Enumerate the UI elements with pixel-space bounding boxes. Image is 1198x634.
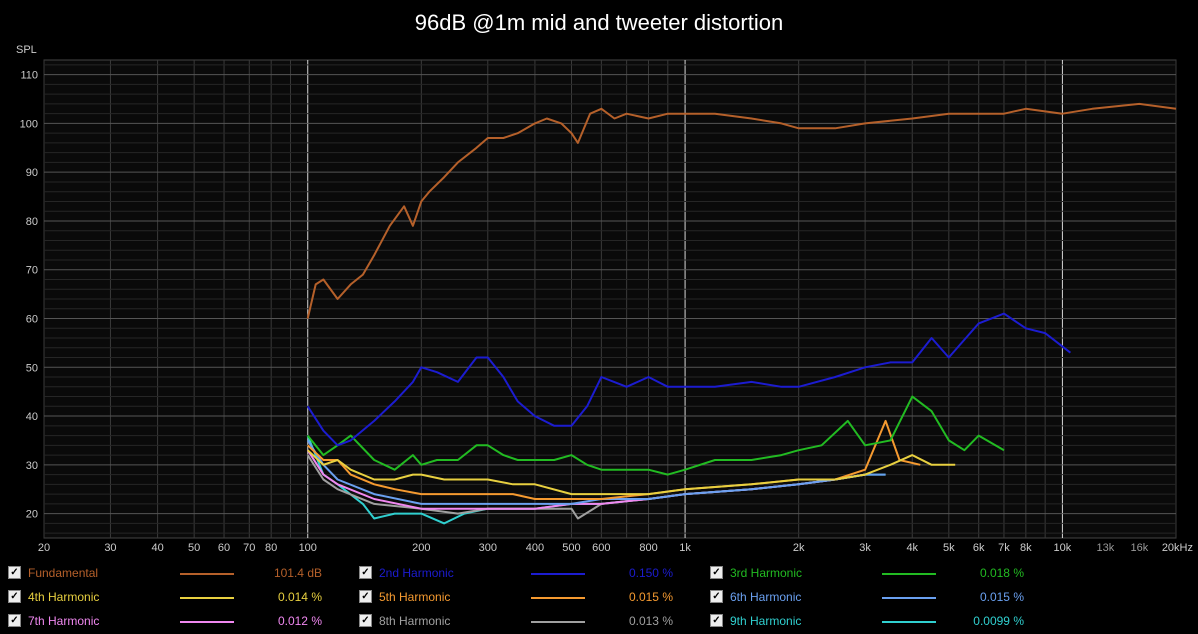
y-tick-label: 30 xyxy=(26,460,38,472)
checkbox-icon[interactable]: ✓ xyxy=(710,614,723,627)
legend-swatch xyxy=(882,621,936,623)
checkbox-icon[interactable]: ✓ xyxy=(8,614,21,627)
legend-value: 0.0099 % xyxy=(973,614,1024,628)
y-tick-label: 60 xyxy=(26,314,38,326)
x-tick-label: 4k xyxy=(906,542,918,554)
legend-value: 0.015 % xyxy=(628,590,673,604)
y-tick-label: 40 xyxy=(26,411,38,423)
x-tick-label: 20 xyxy=(38,542,50,554)
chart-area: 96dB @1m mid and tweeter distortion SPL … xyxy=(16,10,1193,554)
x-tick-label: 60 xyxy=(218,542,230,554)
legend-value: 0.018 % xyxy=(979,566,1024,580)
legend-label: 6th Harmonic xyxy=(730,590,802,604)
legend-swatch xyxy=(531,573,585,575)
legend-swatch xyxy=(180,573,234,575)
x-tick-label: 2k xyxy=(793,542,805,554)
y-tick-label: 100 xyxy=(20,118,38,130)
legend-item-8th-harmonic[interactable]: ✓ 8th Harmonic 0.013 % xyxy=(359,610,689,632)
legend-value: 0.150 % xyxy=(628,566,673,580)
x-tick-label: 40 xyxy=(151,542,163,554)
legend-label: 9th Harmonic xyxy=(730,614,802,628)
checkbox-icon[interactable]: ✓ xyxy=(710,566,723,579)
x-tick-label: 50 xyxy=(188,542,200,554)
legend-item-9th-harmonic[interactable]: ✓ 9th Harmonic 0.0099 % xyxy=(710,610,1040,632)
legend-swatch xyxy=(531,597,585,599)
legend-item-6th-harmonic[interactable]: ✓ 6th Harmonic 0.015 % xyxy=(710,586,1040,608)
x-tick-label: 500 xyxy=(562,542,580,554)
series-6th-harmonic xyxy=(306,439,886,505)
series-3rd-harmonic xyxy=(306,395,1005,476)
legend: ✓ Fundamental 101.4 dB ✓ 2nd Harmonic 0.150 %… xyxy=(0,560,1198,634)
legend-swatch xyxy=(180,597,234,599)
x-tick-label: 10k xyxy=(1054,542,1072,554)
legend-label: Fundamental xyxy=(28,566,99,580)
legend-item-4th-harmonic[interactable]: ✓ 4th Harmonic 0.014 % xyxy=(8,586,338,608)
legend-label: 8th Harmonic xyxy=(379,614,451,628)
legend-value: 101.4 dB xyxy=(273,566,322,580)
x-tick-label: 100 xyxy=(299,542,317,554)
y-tick-label: 110 xyxy=(20,70,38,82)
y-tick-label: 20 xyxy=(26,509,38,521)
checkbox-icon[interactable]: ✓ xyxy=(359,590,372,603)
series-5th-harmonic xyxy=(307,419,921,500)
x-tick-label: 200 xyxy=(412,542,430,554)
legend-item-3rd-harmonic[interactable]: ✓ 3rd Harmonic 0.018 % xyxy=(710,562,1040,584)
x-tick-label: 80 xyxy=(265,542,277,554)
legend-item-5th-harmonic[interactable]: ✓ 5th Harmonic 0.015 % xyxy=(359,586,689,608)
x-tick-label: 16k xyxy=(1131,542,1149,554)
y-tick-label: 90 xyxy=(26,167,38,179)
series-4th-harmonic xyxy=(307,449,956,496)
tick-labels: 20 30 40 50 60 70 80 100 200 300 400 500 600 800 1k 2k 3… xyxy=(20,70,1193,554)
y-tick-label: 50 xyxy=(26,362,38,374)
legend-label: 5th Harmonic xyxy=(379,590,451,604)
x-tick-label: 400 xyxy=(526,542,544,554)
legend-item-2nd-harmonic[interactable]: ✓ 2nd Harmonic 0.150 % xyxy=(359,562,689,584)
x-tick-label: 6k xyxy=(973,542,985,554)
x-tick-label: 8k xyxy=(1020,542,1032,554)
x-tick-label: 7k xyxy=(998,542,1010,554)
x-tick-label: 1k xyxy=(679,542,691,554)
checkbox-icon[interactable]: ✓ xyxy=(8,590,21,603)
chart-title: 96dB @1m mid and tweeter distortion xyxy=(415,10,783,35)
x-tick-label: 5k xyxy=(943,542,955,554)
x-tick-label: 300 xyxy=(479,542,497,554)
checkbox-icon[interactable]: ✓ xyxy=(710,590,723,603)
legend-item-fundamental[interactable]: ✓ Fundamental 101.4 dB xyxy=(8,562,338,584)
legend-value: 0.015 % xyxy=(979,590,1024,604)
legend-swatch xyxy=(180,621,234,623)
y-axis-label: SPL xyxy=(16,44,37,56)
x-tick-label: 3k xyxy=(859,542,871,554)
legend-label: 7th Harmonic xyxy=(28,614,100,628)
checkbox-icon[interactable]: ✓ xyxy=(359,614,372,627)
series-lines xyxy=(306,102,1177,525)
x-tick-label: 800 xyxy=(639,542,657,554)
legend-item-7th-harmonic[interactable]: ✓ 7th Harmonic 0.012 % xyxy=(8,610,338,632)
checkbox-icon[interactable]: ✓ xyxy=(359,566,372,579)
y-tick-label: 80 xyxy=(26,216,38,228)
x-tick-label: 600 xyxy=(592,542,610,554)
legend-swatch xyxy=(882,573,936,575)
series-fundamental xyxy=(306,102,1177,319)
checkbox-icon[interactable]: ✓ xyxy=(8,566,21,579)
legend-swatch xyxy=(882,597,936,599)
legend-value: 0.014 % xyxy=(277,590,322,604)
y-tick-label: 70 xyxy=(26,265,38,277)
x-tick-label: 20kHz xyxy=(1162,542,1193,554)
legend-label: 2nd Harmonic xyxy=(379,566,454,580)
legend-swatch xyxy=(531,621,585,623)
grid-lines xyxy=(43,60,1177,538)
x-tick-label: 70 xyxy=(243,542,255,554)
legend-value: 0.012 % xyxy=(277,614,322,628)
legend-value: 0.013 % xyxy=(628,614,673,628)
legend-label: 3rd Harmonic xyxy=(730,566,803,580)
legend-label: 4th Harmonic xyxy=(28,590,100,604)
x-tick-label: 13k xyxy=(1097,542,1115,554)
x-tick-label: 30 xyxy=(104,542,116,554)
series-2nd-harmonic xyxy=(306,312,1072,447)
